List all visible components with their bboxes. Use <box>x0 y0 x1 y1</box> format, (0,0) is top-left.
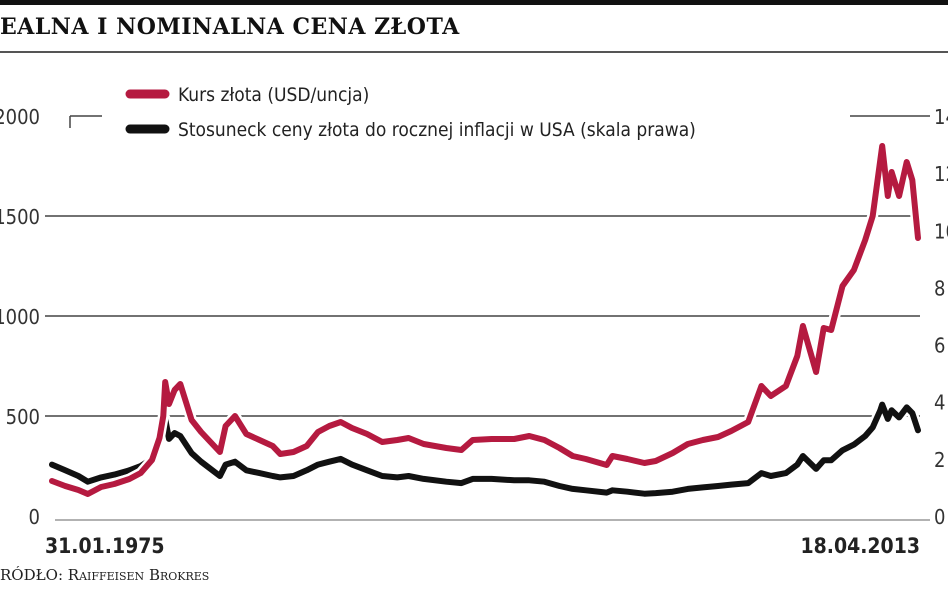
y-right-tick-label: 14 <box>934 105 948 129</box>
y-right-tick-label: 6 <box>934 334 945 358</box>
series-line-gold-price <box>49 143 921 497</box>
y-right-tick-label: 2 <box>934 448 945 472</box>
source-note: RÓDŁO: Raiffeisen Brokres <box>0 566 210 584</box>
chart-title: EALNA I NOMINALNA CENA ZŁOTA <box>0 14 460 40</box>
y-right-tick-label: 8 <box>934 276 945 300</box>
legend: Kurs złota (USD/uncja) Stosuneck ceny zł… <box>125 84 696 141</box>
y-right-tick-label: 10 <box>934 219 948 243</box>
legend-label-gold-inflation-ratio: Stosuneck ceny złota do rocznej inflacji… <box>178 119 696 141</box>
top-bar <box>0 0 948 5</box>
y-left-tick-label: 2000 <box>0 105 40 129</box>
y-right-tick-label: 12 <box>934 162 948 186</box>
x-start-label: 31.01.1975 <box>45 534 165 558</box>
y-right-tick-label: 0 <box>934 505 945 529</box>
title-divider <box>0 51 948 53</box>
y-left-tick-label: 0 <box>29 505 40 529</box>
series-line-gold-inflation-ratio <box>49 401 921 497</box>
x-end-label: 18.04.2013 <box>800 534 920 558</box>
y-right-tick-label: 4 <box>934 391 945 415</box>
legend-label-gold-price: Kurs złota (USD/uncja) <box>178 84 369 106</box>
y-left-tick-label: 1000 <box>0 305 40 329</box>
y-left-tick-label: 500 <box>6 405 40 429</box>
y-left-tick-label: 1500 <box>0 205 40 229</box>
